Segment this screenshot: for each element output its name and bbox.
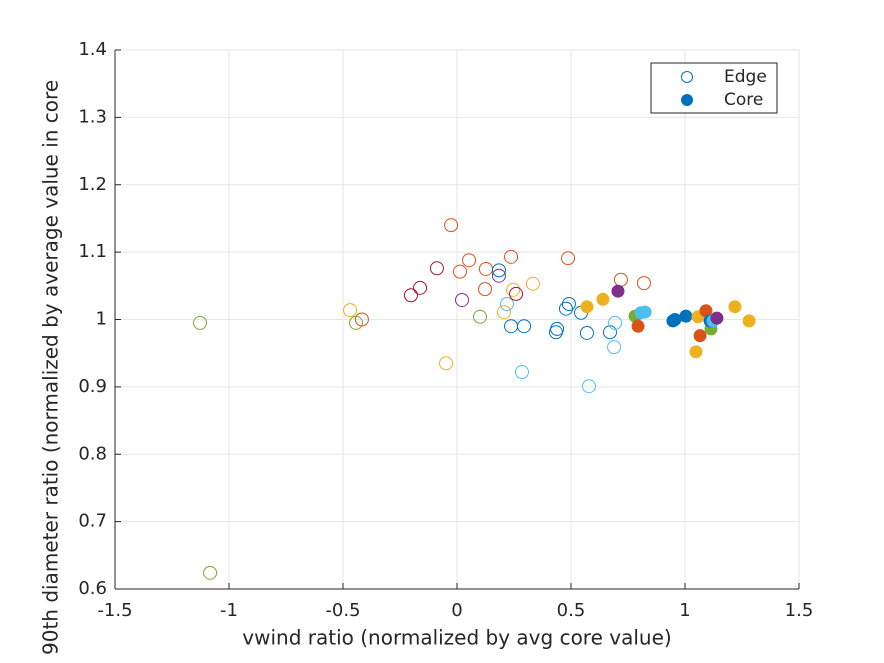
legend-label: Edge bbox=[724, 67, 767, 87]
point bbox=[491, 263, 506, 278]
point bbox=[452, 264, 467, 279]
point bbox=[561, 251, 576, 266]
x-tick-label: 0 bbox=[451, 600, 462, 621]
y-tick-label: 1 bbox=[96, 309, 107, 330]
point bbox=[631, 319, 645, 333]
point bbox=[193, 315, 208, 330]
x-tick-label: -1 bbox=[220, 600, 238, 621]
y-tick-label: 1.1 bbox=[78, 241, 107, 262]
point bbox=[514, 365, 529, 380]
point bbox=[455, 292, 470, 307]
y-tick-label: 1.3 bbox=[78, 106, 107, 127]
point bbox=[444, 218, 459, 233]
point bbox=[668, 313, 682, 326]
x-tick-label: 0.5 bbox=[557, 600, 586, 621]
legend: Edge Core bbox=[650, 62, 778, 114]
legend-marker bbox=[681, 71, 693, 83]
y-tick-label: 0.6 bbox=[78, 578, 107, 599]
point bbox=[517, 319, 532, 334]
x-tick-label: 1 bbox=[679, 600, 690, 621]
point bbox=[203, 565, 218, 580]
point bbox=[496, 305, 511, 320]
legend-box bbox=[650, 62, 778, 114]
x-tick-label: -1.5 bbox=[97, 600, 132, 621]
point bbox=[558, 301, 573, 316]
point bbox=[689, 345, 703, 359]
point bbox=[561, 297, 576, 312]
legend-label: Core bbox=[724, 90, 763, 110]
point bbox=[710, 311, 724, 325]
point bbox=[354, 312, 369, 327]
point bbox=[582, 379, 597, 394]
point bbox=[403, 288, 418, 303]
x-tick-label: -0.5 bbox=[325, 600, 360, 621]
point bbox=[506, 282, 521, 297]
point bbox=[579, 325, 594, 340]
point bbox=[439, 356, 454, 371]
y-tick-label: 1.4 bbox=[78, 39, 107, 60]
legend-marker bbox=[681, 94, 693, 106]
point bbox=[499, 297, 514, 312]
point bbox=[525, 276, 540, 291]
axes: -1.5 -1 -0.5 0 0.5 1 1.5 0.6 0.7 0.8 0.9 1 1.1 1.2 1.3… bbox=[78, 39, 813, 621]
point bbox=[638, 305, 652, 319]
point bbox=[504, 249, 519, 264]
point bbox=[607, 340, 622, 355]
point bbox=[596, 292, 610, 306]
point bbox=[728, 300, 742, 314]
point bbox=[550, 321, 565, 336]
point bbox=[602, 325, 617, 340]
point bbox=[491, 268, 506, 283]
point bbox=[413, 280, 428, 295]
y-tick-label: 1.2 bbox=[78, 174, 107, 195]
x-axis-label: vwind ratio (normalized by avg core valu… bbox=[242, 626, 671, 650]
point bbox=[742, 314, 756, 328]
point bbox=[462, 253, 477, 268]
point bbox=[636, 276, 651, 291]
point bbox=[693, 329, 707, 343]
point bbox=[580, 300, 594, 314]
point bbox=[478, 282, 493, 297]
point bbox=[679, 309, 693, 323]
y-tick-label: 0.8 bbox=[78, 443, 107, 464]
point bbox=[429, 261, 444, 276]
point bbox=[611, 284, 625, 298]
y-tick-label: 0.9 bbox=[78, 376, 107, 397]
point bbox=[509, 286, 524, 301]
y-tick-label: 0.7 bbox=[78, 511, 107, 532]
point bbox=[343, 303, 358, 318]
point bbox=[608, 315, 623, 330]
point bbox=[473, 309, 488, 324]
x-tick-label: 1.5 bbox=[785, 600, 814, 621]
y-axis-label: 90th diameter ratio (normalized by avera… bbox=[39, 80, 63, 655]
points bbox=[193, 218, 756, 580]
